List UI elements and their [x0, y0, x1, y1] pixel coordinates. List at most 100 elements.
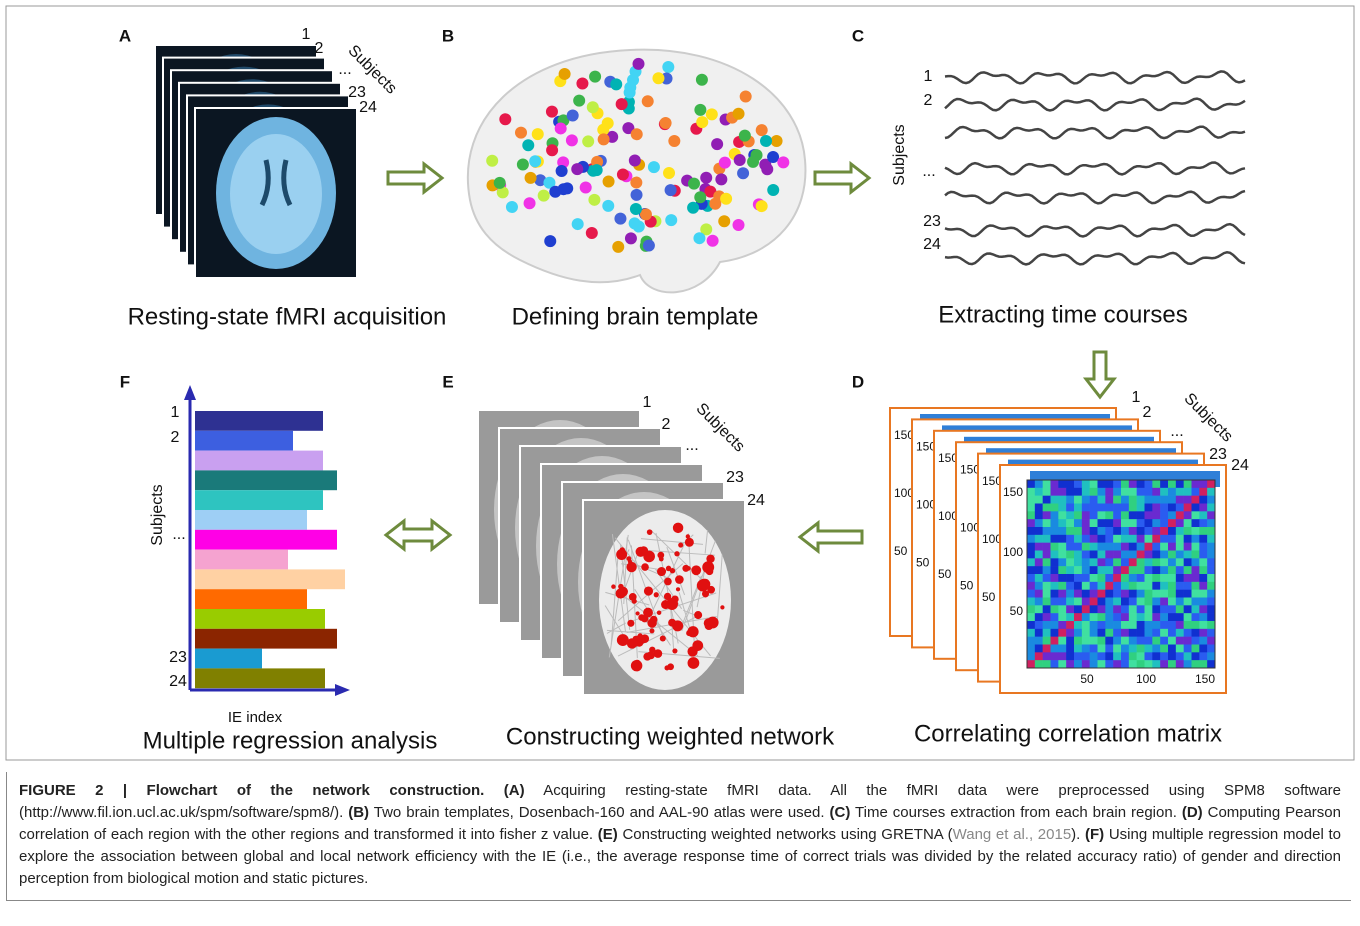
panel-letter: C	[852, 26, 864, 45]
matrix-cell	[1207, 519, 1215, 527]
matrix-cell	[1199, 543, 1207, 551]
matrix-cell	[1192, 660, 1200, 668]
matrix-cell	[1043, 621, 1051, 629]
ie-bar	[195, 550, 288, 570]
matrix-cell	[1058, 527, 1066, 535]
network-node	[647, 651, 655, 659]
matrix-y-tick: 150	[1003, 485, 1023, 499]
matrix-cell	[1137, 621, 1145, 629]
matrix-cell	[1105, 535, 1113, 543]
matrix-cell	[1035, 480, 1043, 488]
network-node	[659, 556, 663, 560]
matrix-cell	[1043, 629, 1051, 637]
region-node	[756, 124, 768, 136]
matrix-cell	[1129, 566, 1137, 574]
matrix-cell	[1199, 551, 1207, 559]
matrix-cell	[1207, 574, 1215, 582]
matrix-cell	[1058, 645, 1066, 653]
matrix-cell	[1043, 488, 1051, 496]
matrix-cell	[1082, 582, 1090, 590]
matrix-cell	[1129, 645, 1137, 653]
matrix-cell	[1199, 605, 1207, 613]
matrix-cell	[1152, 511, 1160, 519]
matrix-cell	[1066, 543, 1074, 551]
region-node	[737, 167, 749, 179]
matrix-tick-label: 50	[960, 578, 974, 592]
matrix-cell	[1199, 645, 1207, 653]
network-node	[676, 587, 680, 591]
matrix-cell	[1066, 582, 1074, 590]
matrix-cell	[1160, 519, 1168, 527]
matrix-cell	[1184, 519, 1192, 527]
matrix-cell	[1090, 488, 1098, 496]
matrix-cell	[1074, 480, 1082, 488]
matrix-cell	[1137, 629, 1145, 637]
matrix-cell	[1176, 574, 1184, 582]
region-node	[529, 155, 541, 167]
panel-label: 1	[643, 394, 652, 411]
matrix-cell	[1113, 582, 1121, 590]
network-node	[626, 556, 631, 561]
matrix-cell	[1192, 504, 1200, 512]
region-node	[499, 113, 511, 125]
matrix-cell	[1184, 566, 1192, 574]
matrix-cell	[1121, 621, 1129, 629]
matrix-cell	[1105, 660, 1113, 668]
matrix-cell	[1129, 652, 1137, 660]
matrix-cell	[1199, 574, 1207, 582]
matrix-cell	[1035, 660, 1043, 668]
matrix-cell	[1168, 558, 1176, 566]
matrix-cell	[1090, 543, 1098, 551]
matrix-cell	[1121, 645, 1129, 653]
matrix-cell	[1121, 488, 1129, 496]
caption-text[interactable]: Wang et al., 2015	[953, 826, 1072, 843]
region-node	[761, 163, 773, 175]
matrix-cell	[1137, 605, 1145, 613]
panel-label: 1	[1132, 389, 1141, 406]
matrix-cell	[1105, 652, 1113, 660]
matrix-cell	[1168, 527, 1176, 535]
region-node	[532, 128, 544, 140]
matrix-cell	[1113, 629, 1121, 637]
network-node	[647, 529, 653, 535]
matrix-cell	[1192, 590, 1200, 598]
matrix-cell	[1082, 637, 1090, 645]
matrix-cell	[1066, 613, 1074, 621]
matrix-cell	[1090, 511, 1098, 519]
matrix-cell	[1105, 543, 1113, 551]
matrix-cell	[1160, 637, 1168, 645]
network-node	[636, 611, 640, 615]
caption-text: (C)	[830, 804, 851, 821]
matrix-cell	[1105, 551, 1113, 559]
region-node	[718, 215, 730, 227]
matrix-cell	[1184, 605, 1192, 613]
matrix-cell	[1137, 551, 1145, 559]
time-course	[945, 224, 1245, 236]
matrix-cell	[1098, 598, 1106, 606]
ie-bar	[195, 431, 293, 451]
matrix-cell	[1058, 652, 1066, 660]
network-node	[682, 565, 689, 572]
matrix-cell	[1043, 590, 1051, 598]
matrix-cell	[1035, 519, 1043, 527]
matrix-cell	[1121, 574, 1129, 582]
matrix-cell	[1168, 582, 1176, 590]
region-node	[665, 214, 677, 226]
panel-label: ...	[685, 437, 698, 454]
matrix-cell	[1098, 652, 1106, 660]
region-node	[663, 167, 675, 179]
region-node	[696, 74, 708, 86]
matrix-cell	[1137, 645, 1145, 653]
matrix-cell	[1043, 527, 1051, 535]
matrix-cell	[1176, 519, 1184, 527]
region-node	[643, 240, 655, 252]
region-node	[587, 101, 599, 113]
matrix-cell	[1066, 504, 1074, 512]
region-node	[633, 58, 645, 70]
matrix-cell	[1121, 535, 1129, 543]
matrix-cell	[1090, 535, 1098, 543]
network-node	[629, 593, 637, 601]
region-node	[517, 159, 529, 171]
matrix-cell	[1137, 543, 1145, 551]
region-node	[544, 235, 556, 247]
